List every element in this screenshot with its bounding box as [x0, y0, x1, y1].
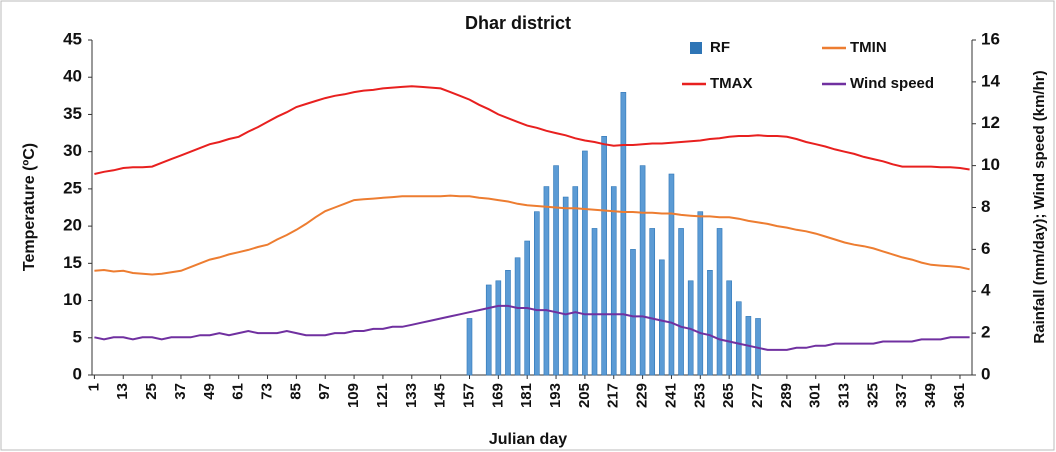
x-tick-label: 97 — [316, 383, 333, 400]
rf-bar — [697, 211, 704, 376]
x-tick-label: 217 — [605, 383, 622, 408]
rf-bar — [707, 270, 713, 376]
y-tick-label: 20 — [63, 216, 82, 235]
legend-label: TMIN — [850, 39, 887, 56]
x-tick-label: 121 — [374, 383, 391, 408]
legend-label: Wind speed — [850, 75, 934, 92]
y-tick-label: 40 — [63, 67, 82, 86]
x-tick-label: 241 — [662, 383, 679, 408]
y2-tick-label: 16 — [981, 29, 1000, 48]
y-tick-label: 30 — [63, 141, 82, 160]
x-tick-label: 133 — [403, 383, 420, 408]
x-tick-label: 349 — [922, 383, 939, 408]
rf-bar — [582, 150, 588, 376]
y-tick-label: 15 — [63, 253, 82, 272]
y-tick-label: 25 — [63, 178, 82, 197]
legend-label: RF — [710, 39, 730, 56]
y2-tick-label: 6 — [981, 239, 990, 258]
x-tick-label: 229 — [634, 383, 651, 408]
y2-tick-label: 8 — [981, 197, 990, 216]
rf-bar — [716, 228, 723, 376]
y2-tick-label: 14 — [981, 71, 1000, 90]
x-tick-label: 313 — [836, 383, 853, 408]
y-tick-label: 5 — [73, 327, 82, 346]
rf-bar — [659, 259, 665, 376]
rf-bar — [735, 301, 742, 376]
rf-bar — [639, 165, 646, 376]
rf-bar — [505, 270, 511, 376]
x-tick-label: 277 — [749, 383, 766, 408]
rf-bar — [610, 186, 617, 376]
y-tick-label: 0 — [73, 364, 82, 383]
legend-label: TMAX — [710, 75, 753, 92]
rf-bar — [620, 92, 627, 376]
rf-bar — [485, 284, 492, 376]
x-tick-label: 181 — [518, 383, 535, 408]
rf-bar — [562, 196, 569, 376]
rf-bar — [591, 228, 598, 376]
x-tick-label: 85 — [287, 383, 304, 400]
x-tick-label: 157 — [460, 383, 477, 408]
rf-bar — [678, 228, 684, 376]
line-series — [94, 85, 970, 175]
x-tick-label: 253 — [691, 383, 708, 408]
y-tick-label: 35 — [63, 104, 82, 123]
x-tick-label: 1 — [85, 383, 102, 391]
x-axis-label: Julian day — [489, 431, 567, 448]
x-tick-label: 301 — [807, 383, 824, 408]
rf-bar — [553, 165, 559, 376]
x-tick-label: 49 — [201, 383, 218, 400]
rf-bar — [495, 280, 502, 376]
chart-title: Dhar district — [465, 13, 571, 33]
rf-bar — [630, 249, 636, 376]
y2-tick-label: 2 — [981, 323, 990, 342]
x-tick-label: 325 — [864, 383, 881, 408]
x-tick-label: 109 — [345, 383, 362, 408]
x-tick-label: 337 — [893, 383, 910, 408]
y-axis-label: Temperature (ºC) — [21, 143, 38, 271]
line-series — [94, 304, 970, 351]
x-tick-label: 361 — [951, 383, 968, 408]
x-tick-label: 25 — [143, 383, 160, 400]
y2-tick-label: 0 — [981, 364, 990, 383]
rf-bar — [466, 318, 473, 376]
x-tick-label: 169 — [489, 383, 506, 408]
rf-bar — [514, 257, 521, 376]
rf-bar — [726, 280, 732, 376]
x-tick-label: 265 — [720, 383, 737, 408]
y2-tick-label: 12 — [981, 113, 1000, 132]
x-tick-label: 205 — [576, 383, 593, 408]
x-tick-label: 289 — [778, 383, 795, 408]
x-tick-label: 61 — [230, 383, 247, 400]
x-tick-label: 145 — [432, 383, 449, 408]
legend-swatch — [690, 42, 702, 54]
rf-bar — [649, 228, 656, 376]
y2-tick-label: 4 — [981, 281, 991, 300]
y2-axis-label: Rainfall (mm/day); Wind speed (km/hr) — [1031, 70, 1048, 343]
x-tick-label: 13 — [114, 383, 131, 400]
x-tick-label: 37 — [172, 383, 189, 400]
y2-tick-label: 10 — [981, 155, 1000, 174]
rf-bar — [543, 186, 550, 376]
rf-bar — [534, 211, 540, 376]
x-tick-label: 73 — [258, 383, 275, 400]
rf-bar — [601, 136, 607, 376]
x-tick-label: 193 — [547, 383, 564, 408]
rf-bar — [668, 173, 675, 376]
y-tick-label: 10 — [63, 290, 82, 309]
rf-bar — [572, 186, 579, 376]
line-series — [94, 194, 970, 276]
y-tick-label: 45 — [63, 29, 82, 48]
